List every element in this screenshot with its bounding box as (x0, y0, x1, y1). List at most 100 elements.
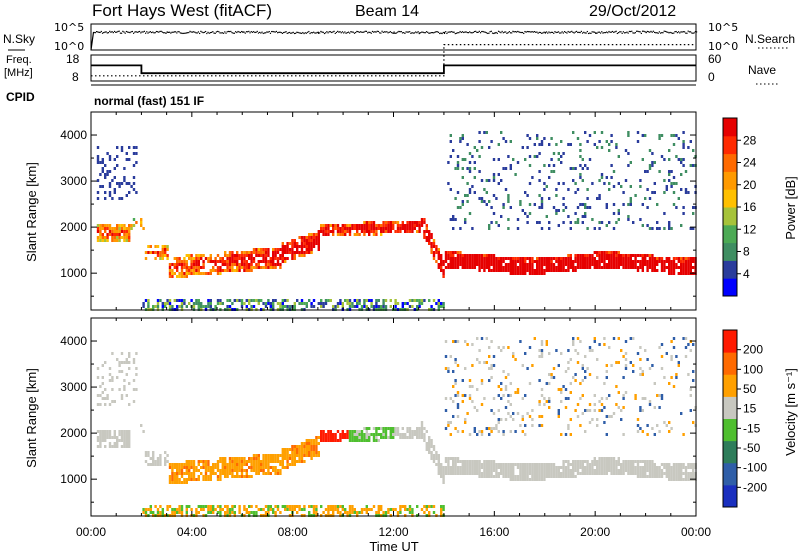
power-cell (96, 197, 100, 200)
noise-sample (608, 30, 610, 33)
velocity-cell (545, 466, 548, 469)
velocity-cell (351, 433, 354, 436)
freq-series (91, 43, 696, 77)
power-cell (596, 197, 599, 200)
power-cell (346, 227, 349, 230)
velocity-cell (672, 472, 676, 475)
velocity-cell (377, 511, 380, 514)
velocity-cell (620, 466, 623, 469)
velocity-cell (375, 427, 378, 430)
power-cell (363, 221, 366, 224)
power-cell (540, 143, 544, 146)
velocity-cell (538, 349, 541, 352)
noise-sample (364, 30, 366, 32)
power-cell (495, 257, 498, 260)
power-cell (382, 299, 385, 302)
velocity-cell (653, 433, 656, 436)
velocity-cell (108, 373, 112, 376)
velocity-cell (279, 511, 282, 514)
velocity-cell (656, 394, 659, 397)
power-cell (492, 263, 496, 266)
power-cell (363, 299, 366, 302)
velocity-cell (569, 472, 572, 475)
velocity-cell (593, 463, 596, 466)
power-cell (437, 305, 440, 308)
velocity-cell (588, 349, 592, 352)
power-cell (327, 230, 330, 233)
velocity-cell (689, 466, 692, 469)
velocity-cell (346, 433, 349, 436)
noise-sample (226, 31, 228, 33)
noise-sample (441, 32, 443, 35)
power-cell (370, 302, 373, 305)
noise-sample (627, 32, 629, 34)
velocity-cell (608, 415, 611, 418)
velocity-cell (502, 475, 505, 478)
power-cell (339, 230, 342, 233)
noise-sample (691, 32, 693, 34)
power-colorbar-tick-label: 4 (743, 267, 750, 281)
velocity-cell (353, 439, 356, 442)
power-cell (550, 257, 553, 260)
power-cell (538, 269, 541, 272)
power-cell (557, 263, 560, 266)
velocity-cell (260, 508, 263, 511)
power-cell (447, 266, 450, 269)
velocity-cell (286, 505, 289, 508)
noise-sample (439, 32, 441, 35)
velocity-cell (641, 472, 644, 475)
power-colorbar-tick-label: 8 (743, 245, 750, 259)
noise-sample (94, 32, 96, 34)
velocity-cell (411, 511, 414, 514)
velocity-cell (296, 511, 299, 514)
power-cell (548, 263, 551, 266)
velocity-cell (562, 463, 565, 466)
power-cell (245, 269, 248, 272)
velocity-cell (581, 364, 584, 367)
velocity-cell (507, 472, 510, 475)
power-cell (504, 167, 508, 170)
power-cell (140, 221, 143, 224)
velocity-cell (104, 388, 107, 391)
noise-sample (191, 31, 194, 33)
velocity-cell (639, 373, 642, 376)
power-cell (502, 257, 505, 260)
noise-sample (412, 32, 414, 34)
power-cell (656, 269, 659, 272)
noise-sample (469, 31, 471, 33)
velocity-cell (152, 460, 155, 463)
noise-sample (668, 32, 670, 34)
velocity-cell (327, 436, 330, 439)
noise-sample (377, 30, 380, 33)
velocity-cell (473, 463, 476, 466)
power-cell (250, 305, 253, 308)
velocity-cell (228, 511, 232, 514)
power-cell (656, 227, 659, 230)
velocity-cell (120, 433, 124, 436)
power-cell (495, 197, 498, 200)
velocity-cell (363, 433, 366, 436)
velocity-cell (156, 457, 160, 460)
velocity-cell (464, 340, 467, 343)
power-cell (411, 230, 414, 233)
power-cell (507, 155, 510, 158)
power-cell (682, 164, 685, 167)
noise-left-label: N.Sky (3, 32, 35, 46)
noise-sample (357, 31, 359, 33)
velocity-cell (464, 472, 467, 475)
power-cell (300, 236, 304, 239)
velocity-cell (209, 472, 212, 475)
velocity-cell (219, 475, 222, 478)
power-cell (437, 251, 440, 254)
velocity-cell (483, 361, 486, 364)
power-cell (279, 266, 282, 269)
power-cell (344, 299, 347, 302)
velocity-cell (538, 478, 541, 481)
power-cell (291, 242, 294, 245)
velocity-cell (116, 439, 119, 442)
velocity-cell (380, 427, 383, 430)
power-cell (567, 254, 570, 257)
power-cell (423, 221, 426, 224)
power-cell (591, 182, 594, 185)
power-cell (392, 227, 395, 230)
